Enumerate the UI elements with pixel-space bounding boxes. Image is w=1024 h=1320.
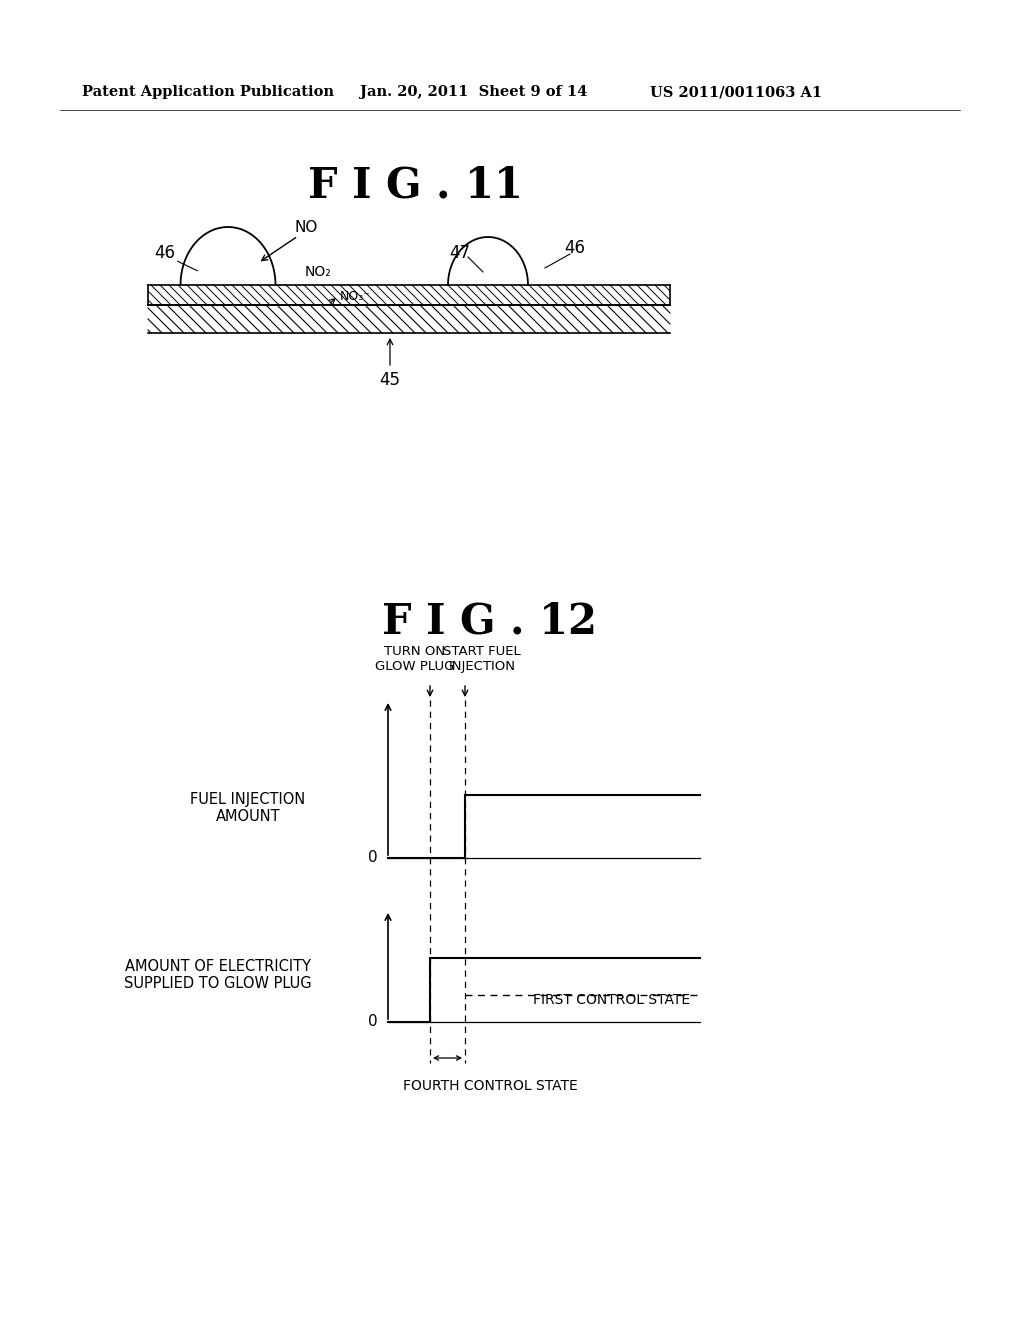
Text: 45: 45 bbox=[380, 371, 400, 389]
Text: Patent Application Publication: Patent Application Publication bbox=[82, 84, 334, 99]
Text: FUEL INJECTION
AMOUNT: FUEL INJECTION AMOUNT bbox=[190, 792, 305, 824]
Text: US 2011/0011063 A1: US 2011/0011063 A1 bbox=[650, 84, 822, 99]
Text: START FUEL
INJECTION: START FUEL INJECTION bbox=[443, 645, 521, 673]
Text: 46: 46 bbox=[564, 239, 586, 257]
Text: F I G . 11: F I G . 11 bbox=[307, 164, 522, 206]
Text: 0: 0 bbox=[369, 1015, 378, 1030]
Text: F I G . 12: F I G . 12 bbox=[383, 601, 597, 643]
Text: FOURTH CONTROL STATE: FOURTH CONTROL STATE bbox=[402, 1078, 578, 1093]
Text: 47: 47 bbox=[450, 244, 470, 261]
Text: NO: NO bbox=[295, 220, 318, 235]
Polygon shape bbox=[148, 305, 670, 333]
Polygon shape bbox=[148, 285, 670, 305]
Text: NO₃⁻: NO₃⁻ bbox=[340, 289, 371, 302]
Text: Jan. 20, 2011  Sheet 9 of 14: Jan. 20, 2011 Sheet 9 of 14 bbox=[360, 84, 588, 99]
Text: TURN ON
GLOW PLUG: TURN ON GLOW PLUG bbox=[376, 645, 455, 673]
Polygon shape bbox=[180, 227, 275, 285]
Text: NO₂: NO₂ bbox=[305, 265, 332, 279]
Text: FIRST CONTROL STATE: FIRST CONTROL STATE bbox=[534, 993, 690, 1007]
Text: 46: 46 bbox=[155, 244, 175, 261]
Text: 0: 0 bbox=[369, 850, 378, 866]
Text: AMOUNT OF ELECTRICITY
SUPPLIED TO GLOW PLUG: AMOUNT OF ELECTRICITY SUPPLIED TO GLOW P… bbox=[124, 958, 312, 991]
Polygon shape bbox=[449, 238, 528, 285]
